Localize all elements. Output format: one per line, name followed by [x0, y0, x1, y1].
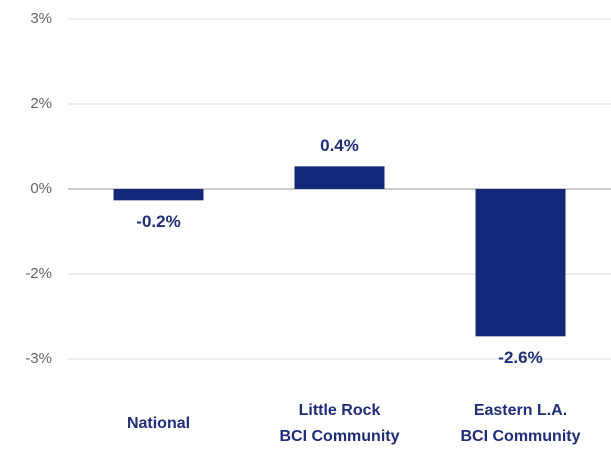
- x-tick-label: Little Rock BCI Community: [280, 402, 400, 445]
- bar: [475, 189, 566, 337]
- value-label: 0.4%: [320, 136, 359, 155]
- bar: [294, 166, 385, 189]
- y-tick-label: 2%: [30, 95, 52, 112]
- x-tick-label: Eastern L.A. BCI Community: [461, 402, 581, 445]
- y-tick-label: 3%: [30, 10, 52, 27]
- bar: [113, 189, 204, 201]
- value-label: -0.2%: [136, 212, 180, 231]
- y-tick-label: 0%: [30, 180, 52, 197]
- x-tick-label: National: [127, 415, 190, 432]
- value-label: -2.6%: [498, 348, 542, 367]
- y-tick-label: -2%: [25, 265, 52, 282]
- y-tick-label: -3%: [25, 350, 52, 367]
